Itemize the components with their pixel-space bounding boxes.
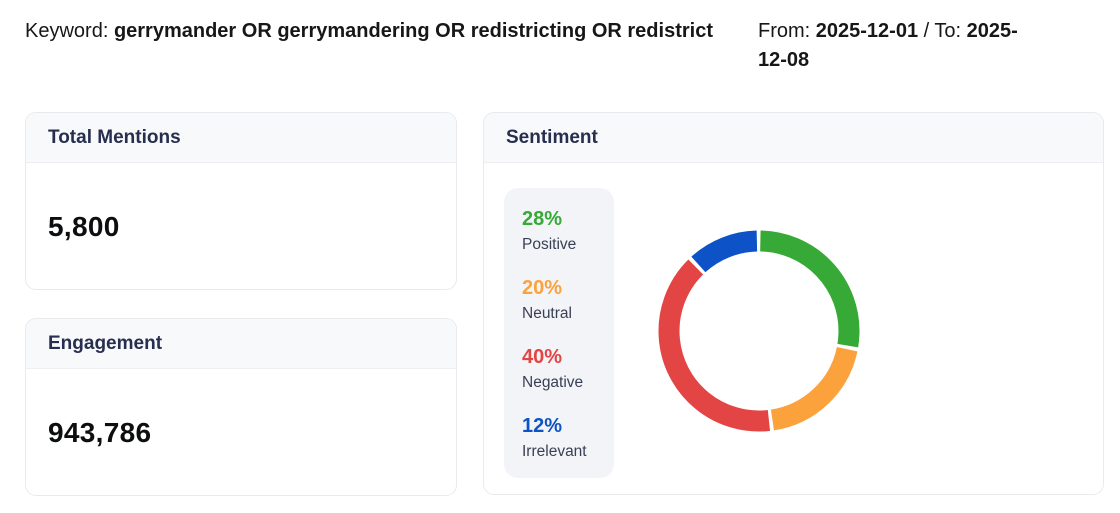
engagement-title: Engagement [26,319,456,369]
legend-percent: 40% [522,346,563,368]
legend-percent: 12% [522,415,563,437]
donut-segment-neutral[interactable] [652,224,866,438]
legend-percent: 28% [522,208,563,230]
engagement-card: Engagement 943,786 [25,318,457,496]
total-mentions-card: Total Mentions 5,800 [25,112,457,290]
donut-segment-positive[interactable] [658,230,860,432]
total-mentions-title: Total Mentions [26,113,456,163]
date-range-text: From: 2025-12-01 / To: 2025- 12-08 [758,17,1114,75]
legend-label: Neutral [522,305,572,322]
keyword-label: Keyword: [25,20,109,42]
legend-entry-neutral: 20% Neutral [522,277,608,324]
legend-entry-negative: 40% Negative [522,346,608,393]
to-date-line2: 12-08 [758,49,810,71]
legend-label: Positive [522,236,577,253]
donut-segment-irrelevant[interactable] [649,221,869,441]
legend-entry-irrelevant: 12% Irrelevant [522,415,608,462]
keyword-text: Keyword: gerrymander OR gerrymandering O… [25,17,731,46]
from-date: 2025-12-01 [815,20,919,42]
keyword-value: gerrymander OR gerrymandering OR redistr… [113,20,713,42]
sentiment-card: Sentiment 28% Positive 20% Neutral 40% Negati… [483,112,1104,495]
total-mentions-value: 5,800 [48,210,120,242]
donut-chart-svg[interactable] [649,221,869,441]
legend-percent: 20% [522,277,563,299]
to-date-line1: 2025- [966,20,1018,42]
to-label: To: [934,20,962,42]
sentiment-donut-chart[interactable] [649,221,869,441]
sentiment-title: Sentiment [484,113,1103,163]
from-label: From: [758,20,811,42]
sentiment-legend: 28% Positive 20% Neutral 40% Negative 12% Irrel… [504,188,614,478]
engagement-value: 943,786 [48,416,152,448]
legend-label: Negative [522,374,584,391]
date-separator: / [923,20,930,42]
legend-entry-positive: 28% Positive [522,208,608,255]
legend-label: Irrelevant [522,443,587,460]
